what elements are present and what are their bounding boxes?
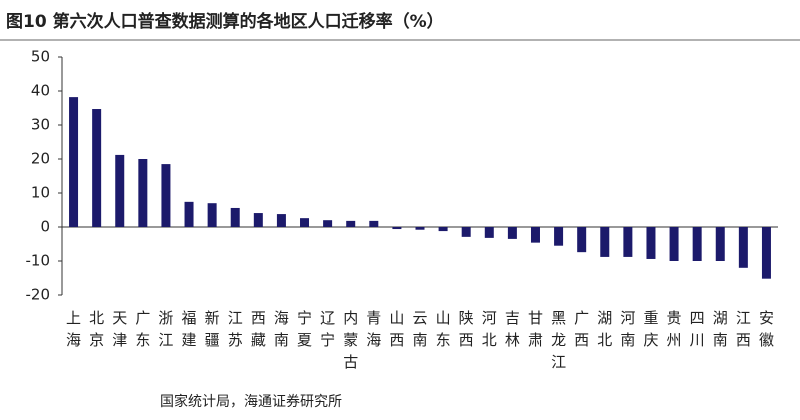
y-tick-label: -10	[26, 252, 51, 270]
bar	[230, 207, 240, 227]
bar	[184, 201, 194, 227]
bar	[761, 227, 771, 279]
x-tick-label: 湖南	[713, 309, 728, 349]
x-tick-label: 江西	[736, 309, 751, 349]
x-tick-label: 上海	[66, 309, 81, 349]
bar	[600, 227, 610, 257]
x-tick-label: 安徽	[759, 309, 774, 349]
bar	[415, 227, 425, 230]
bar	[554, 227, 564, 246]
x-tick-label: 黑龙江	[551, 309, 566, 371]
y-tick-label: 30	[31, 116, 50, 134]
x-tick-label: 山西	[389, 309, 404, 349]
bar	[253, 213, 263, 227]
x-tick-label: 河南	[620, 309, 635, 349]
y-tick-label: 0	[40, 218, 50, 236]
x-tick-label: 重庆	[643, 309, 658, 349]
bar	[484, 227, 494, 238]
bar	[138, 159, 148, 227]
bar	[715, 227, 725, 261]
bar	[646, 227, 656, 259]
bar	[738, 227, 748, 268]
x-tick-label: 新疆	[205, 309, 220, 349]
x-tick-label: 贵州	[667, 309, 682, 349]
x-tick-label: 内蒙古	[343, 309, 358, 371]
y-tick-label: 50	[31, 48, 50, 66]
x-tick-label: 辽宁	[320, 309, 335, 349]
bar	[507, 227, 517, 239]
x-tick-label: 湖北	[597, 309, 612, 349]
x-tick-label: 广东	[135, 309, 150, 349]
x-tick-label: 宁夏	[297, 309, 312, 349]
bar	[438, 227, 448, 232]
x-tick-label: 河北	[482, 309, 497, 349]
x-tick-label: 青海	[366, 309, 381, 349]
y-tick-label: 40	[31, 82, 50, 100]
bar	[92, 109, 102, 227]
x-tick-label: 北京	[89, 309, 104, 349]
bar	[346, 220, 356, 227]
bar	[623, 227, 633, 257]
bar	[669, 227, 679, 261]
x-tick-label: 浙江	[158, 309, 173, 349]
bar	[276, 214, 286, 227]
x-tick-label: 云南	[412, 309, 427, 349]
y-tick-label: 10	[31, 184, 50, 202]
y-tick-label: 20	[31, 150, 50, 168]
x-tick-label: 福建	[182, 309, 197, 349]
chart-title: 图10 第六次人口普查数据测算的各地区人口迁移率（%）	[6, 11, 444, 32]
bar	[577, 227, 587, 253]
x-tick-label: 广西	[574, 309, 589, 349]
x-tick-label: 四川	[690, 309, 705, 349]
bar	[69, 97, 79, 228]
x-tick-label: 江苏	[228, 309, 243, 349]
bar	[369, 220, 379, 227]
bar	[161, 164, 171, 227]
x-tick-label: 海南	[274, 309, 289, 349]
x-tick-label: 陕西	[459, 309, 474, 349]
x-tick-label: 西藏	[251, 309, 266, 349]
x-tick-label: 天津	[112, 309, 127, 349]
source-note: 国家统计局，海通证券研究所	[160, 393, 342, 410]
bar	[530, 227, 540, 243]
bar	[323, 220, 333, 227]
bar	[392, 227, 402, 230]
y-tick-label: -20	[26, 286, 51, 304]
x-tick-label: 山东	[436, 309, 451, 349]
x-tick-label: 甘肃	[528, 309, 543, 349]
bar	[300, 218, 310, 227]
x-tick-label: 吉林	[505, 309, 520, 349]
bar	[692, 227, 702, 261]
bar	[207, 203, 217, 227]
bar	[461, 227, 471, 237]
bar	[115, 154, 125, 227]
